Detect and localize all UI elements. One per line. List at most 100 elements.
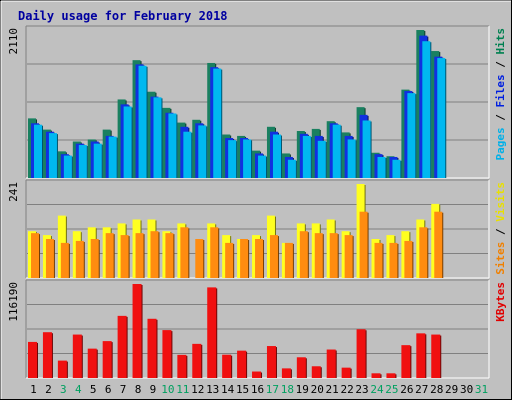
x-tick-label: 10 — [161, 383, 174, 396]
bar-pages-day-13 — [213, 68, 222, 178]
bar-pages-day-18 — [287, 159, 296, 178]
legend-bottom: KBytes — [494, 282, 507, 322]
x-tick-label: 20 — [311, 383, 324, 396]
bar-pages-day-4 — [78, 145, 87, 178]
x-tick-label: 25 — [385, 383, 398, 396]
x-tick-label: 30 — [460, 383, 473, 396]
x-axis-labels: 1 2 3 4 5 6 7 8 9 10 11 12 13 14 15 16 17 18 19 20 21 22 23 24 2… — [30, 383, 488, 396]
bar-sites-day-14 — [225, 242, 234, 278]
series-pages — [34, 41, 447, 179]
series-kbytes — [28, 284, 442, 378]
bar-sites-day-8 — [135, 233, 144, 278]
bar-kbytes-day-10 — [162, 330, 172, 378]
bar-sites-day-17 — [269, 235, 278, 278]
y-axis-max-label: 2110 — [7, 28, 20, 55]
bar-kbytes-day-15 — [237, 350, 247, 378]
bar-sites-day-20 — [314, 233, 323, 278]
bar-kbytes-day-13 — [207, 287, 217, 378]
x-tick-label: 19 — [296, 383, 309, 396]
x-tick-label: 24 — [370, 383, 384, 396]
bar-sites-day-13 — [210, 227, 219, 278]
bar-sites-day-19 — [299, 231, 308, 278]
bar-sites-day-3 — [60, 242, 69, 278]
panel-top: 2110 Pages / Files / Hits — [7, 25, 507, 179]
bar-pages-day-23 — [362, 120, 371, 178]
bar-kbytes-day-18 — [281, 368, 291, 378]
legend-entry: Pages — [494, 127, 507, 160]
bar-sites-day-5 — [90, 238, 99, 278]
chart-title: Daily usage for February 2018 — [18, 9, 228, 23]
bar-kbytes-day-2 — [42, 332, 52, 378]
x-tick-label: 16 — [251, 383, 264, 396]
bar-pages-day-22 — [347, 139, 356, 178]
bar-pages-day-14 — [228, 140, 237, 178]
bar-pages-day-12 — [198, 125, 207, 178]
x-tick-label: 12 — [191, 383, 204, 396]
bar-kbytes-day-19 — [296, 357, 306, 378]
x-tick-label: 4 — [75, 383, 82, 396]
bar-kbytes-day-26 — [401, 345, 411, 378]
bar-sites-day-7 — [120, 235, 129, 278]
x-tick-label: 14 — [221, 383, 235, 396]
bar-pages-day-26 — [407, 93, 416, 178]
x-tick-label: 13 — [206, 383, 219, 396]
bar-kbytes-day-4 — [72, 334, 82, 378]
bar-sites-day-28 — [434, 211, 443, 278]
bar-pages-day-1 — [34, 124, 42, 178]
bar-sites-day-15 — [240, 238, 249, 278]
x-tick-label: 8 — [135, 383, 142, 396]
bar-pages-day-24 — [377, 156, 386, 178]
x-tick-label: 3 — [60, 383, 67, 396]
bar-sites-day-9 — [150, 231, 159, 278]
bar-kbytes-day-12 — [192, 343, 202, 378]
bar-kbytes-day-6 — [102, 341, 112, 378]
x-tick-label: 29 — [445, 383, 458, 396]
x-tick-label: 7 — [120, 383, 127, 396]
bar-sites-day-12 — [195, 238, 204, 278]
x-tick-label: 31 — [475, 383, 488, 396]
bar-sites-day-11 — [180, 227, 189, 278]
legend-top: Pages / Files / Hits — [494, 28, 507, 161]
bar-kbytes-day-28 — [431, 334, 441, 378]
bar-pages-day-21 — [332, 124, 341, 178]
bar-sites-day-10 — [165, 233, 174, 278]
legend-entry: Hits — [494, 28, 507, 55]
bar-kbytes-day-5 — [87, 348, 97, 378]
bar-kbytes-day-21 — [326, 349, 336, 378]
series-sites — [31, 211, 444, 278]
legend-entry: / — [494, 108, 507, 128]
bar-pages-day-27 — [422, 41, 431, 178]
x-tick-label: 9 — [150, 383, 157, 396]
bar-sites-day-26 — [404, 240, 413, 278]
bar-kbytes-day-8 — [132, 284, 142, 378]
x-tick-label: 28 — [430, 383, 443, 396]
bar-sites-day-21 — [329, 233, 338, 278]
x-tick-label: 27 — [415, 383, 428, 396]
bar-kbytes-day-11 — [177, 354, 187, 378]
x-tick-label: 15 — [236, 383, 249, 396]
legend-entry: Files — [494, 74, 507, 107]
bar-sites-day-16 — [255, 238, 264, 278]
bar-kbytes-day-22 — [341, 367, 351, 378]
bar-kbytes-day-17 — [266, 346, 276, 378]
bar-pages-day-16 — [258, 155, 267, 178]
bar-kbytes-day-27 — [416, 333, 426, 378]
bar-kbytes-day-20 — [311, 366, 321, 378]
x-tick-label: 1 — [30, 383, 37, 396]
bar-sites-day-23 — [359, 211, 368, 278]
bar-pages-day-5 — [93, 143, 102, 178]
x-tick-label: 23 — [355, 383, 368, 396]
legend-entry: Visits — [494, 182, 507, 222]
bar-sites-day-24 — [374, 242, 383, 278]
bar-pages-day-28 — [437, 58, 446, 179]
x-tick-label: 22 — [340, 383, 353, 396]
legend-mid: Sites / Visits — [494, 182, 507, 275]
bar-sites-day-4 — [75, 240, 84, 278]
bar-kbytes-day-3 — [57, 360, 67, 378]
bar-kbytes-day-24 — [371, 373, 381, 378]
bar-pages-day-11 — [183, 131, 192, 178]
bar-pages-day-2 — [48, 133, 57, 178]
x-tick-label: 2 — [45, 383, 52, 396]
